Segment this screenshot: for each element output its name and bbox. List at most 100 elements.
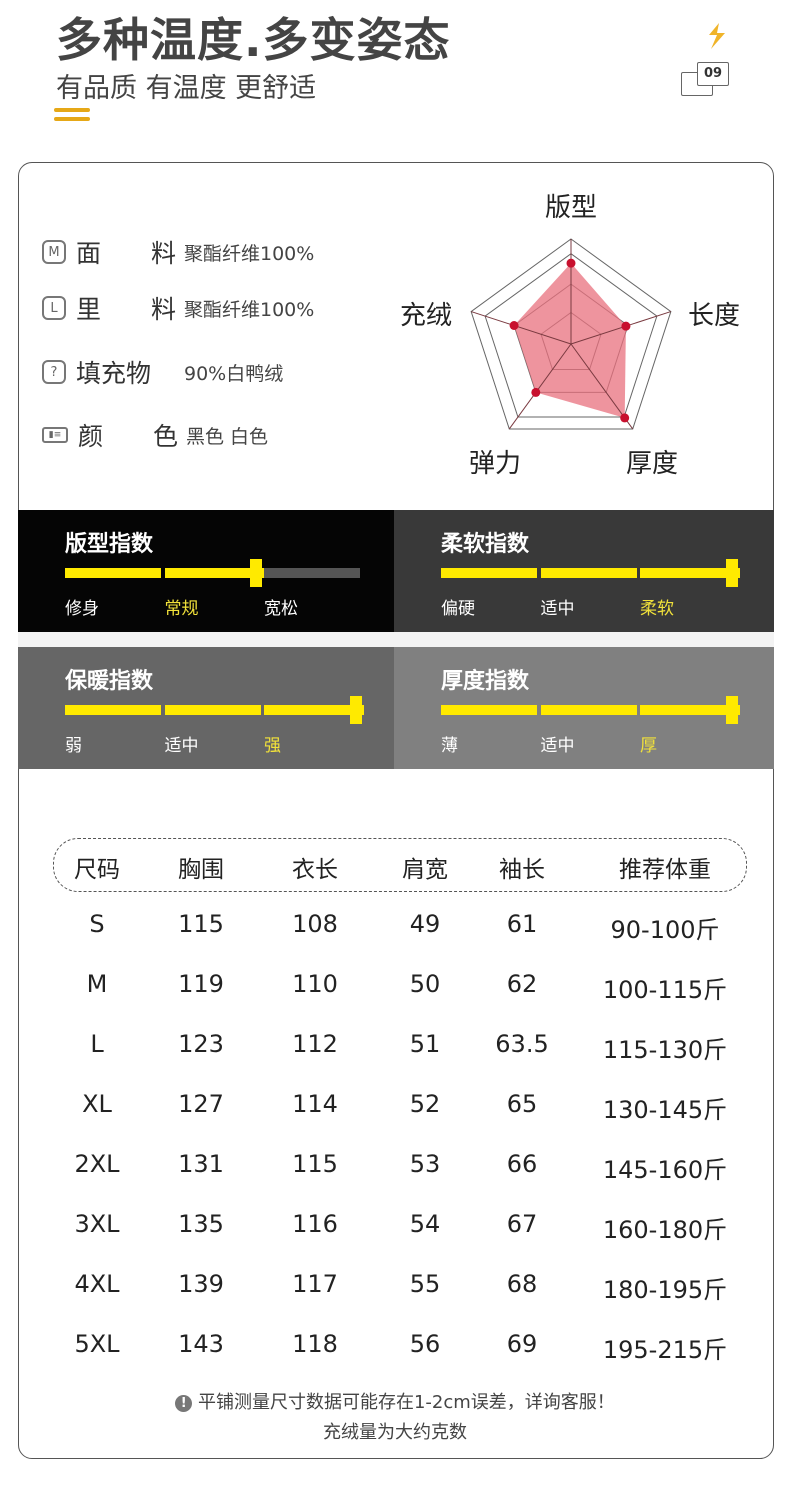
index-level: 常规 (164, 599, 199, 619)
spec-label: 颜色 (78, 422, 178, 451)
id-card-icon: ▮≡ (42, 427, 68, 443)
index-level: 修身 (65, 599, 99, 619)
index-level: 厚 (640, 736, 657, 756)
table-cell: 119 (178, 970, 224, 998)
index-bar-segment (441, 568, 537, 578)
spec-label: 填充物 (76, 359, 152, 388)
index-title: 保暖指数 (65, 669, 154, 694)
spec-row: M 面料 聚酯纤维100% (42, 234, 314, 270)
index-level: 适中 (540, 599, 575, 619)
page-number: 09 (697, 62, 729, 86)
table-cell: 2XL (74, 1150, 120, 1178)
index-bar-segment (264, 705, 360, 715)
lightning-icon (709, 23, 725, 49)
table-cell: L (90, 1030, 104, 1058)
table-cell: 4XL (74, 1270, 120, 1298)
table-cell: 52 (409, 1090, 441, 1118)
index-panel: 厚度指数 薄 适中 厚 (394, 647, 774, 769)
table-cell: 180-195斤 (602, 1276, 728, 1304)
spec-label: 里料 (76, 295, 176, 324)
table-cell: 195-215斤 (602, 1336, 728, 1364)
size-table-header (53, 838, 747, 892)
index-bar-segment (540, 568, 637, 578)
table-cell: XL (82, 1090, 112, 1118)
table-cell: 118 (292, 1330, 338, 1358)
filling-note: 充绒量为大约克数 (323, 1422, 467, 1443)
divider (18, 632, 774, 647)
index-level: 强 (264, 736, 281, 756)
column-header: 推荐体重 (619, 857, 711, 883)
table-cell: 66 (506, 1150, 538, 1178)
table-cell: 115-130斤 (602, 1036, 728, 1064)
index-bar-segment (640, 705, 736, 715)
table-cell: 139 (178, 1270, 224, 1298)
index-bar (65, 696, 364, 724)
index-bar-segment (164, 705, 261, 715)
table-cell: 56 (409, 1330, 441, 1358)
radar-axis (570, 311, 672, 345)
table-cell: 117 (292, 1270, 338, 1298)
index-bar-segment (264, 568, 360, 578)
index-level: 适中 (540, 736, 575, 756)
table-cell: 135 (178, 1210, 224, 1238)
spec-value: 聚酯纤维100% (184, 298, 315, 321)
table-cell: 90-100斤 (610, 916, 720, 944)
table-cell: 115 (178, 910, 224, 938)
table-cell: 50 (409, 970, 441, 998)
accent-line (54, 108, 90, 112)
table-cell: 130-145斤 (602, 1096, 728, 1124)
index-bar-segment (164, 568, 261, 578)
radar-ring (484, 253, 658, 418)
table-cell: 100-115斤 (602, 976, 728, 1004)
table-cell: 55 (409, 1270, 441, 1298)
column-header: 袖长 (499, 857, 545, 883)
index-title: 柔软指数 (441, 532, 530, 557)
table-cell: 114 (292, 1090, 338, 1118)
index-level: 宽松 (264, 599, 298, 619)
table-cell: 5XL (74, 1330, 120, 1358)
spec-row: L 里料 聚酯纤维100% (42, 290, 314, 326)
question-icon: ? (42, 360, 66, 384)
radar-axis-label: 长度 (688, 301, 740, 331)
index-level: 弱 (65, 736, 82, 756)
index-bar-segment (65, 705, 161, 715)
spec-row: ? 填充物 90%白鸭绒 (42, 354, 283, 390)
radar-point (566, 258, 576, 268)
spec-label: 面料 (76, 239, 176, 268)
table-cell: 123 (178, 1030, 224, 1058)
index-marker (248, 559, 264, 587)
table-cell: 131 (178, 1150, 224, 1178)
table-cell: 108 (292, 910, 338, 938)
letter-m-icon: M (42, 240, 66, 264)
index-marker (347, 696, 364, 724)
table-cell: 115 (292, 1150, 338, 1178)
index-bar (65, 559, 360, 587)
index-bar-segment (540, 705, 637, 715)
index-marker (723, 696, 740, 724)
radar-axis-label: 充绒 (400, 301, 452, 331)
table-cell: 61 (506, 910, 538, 938)
index-panel: 版型指数 修身 常规 宽松 (18, 510, 394, 632)
table-cell: 112 (292, 1030, 338, 1058)
index-bar (441, 696, 740, 724)
radar-point (531, 387, 541, 397)
table-cell: 145-160斤 (602, 1156, 728, 1184)
index-level: 适中 (164, 736, 199, 756)
table-cell: 160-180斤 (602, 1216, 728, 1244)
table-cell: 116 (292, 1210, 338, 1238)
index-bar (441, 559, 740, 587)
table-cell: 68 (506, 1270, 538, 1298)
radar-point (620, 413, 630, 423)
radar-ring (470, 238, 672, 430)
column-header: 尺码 (74, 857, 120, 883)
index-title: 厚度指数 (441, 669, 530, 694)
radar-axis-label: 弹力 (469, 449, 521, 479)
table-cell: 67 (506, 1210, 538, 1238)
table-cell: 69 (506, 1330, 538, 1358)
column-header: 胸围 (178, 857, 224, 883)
spec-value: 聚酯纤维100% (184, 242, 315, 265)
table-cell: 110 (292, 970, 338, 998)
spec-row: ▮≡ 颜色 黑色 白色 (42, 417, 268, 453)
index-bar-segment (640, 568, 736, 578)
